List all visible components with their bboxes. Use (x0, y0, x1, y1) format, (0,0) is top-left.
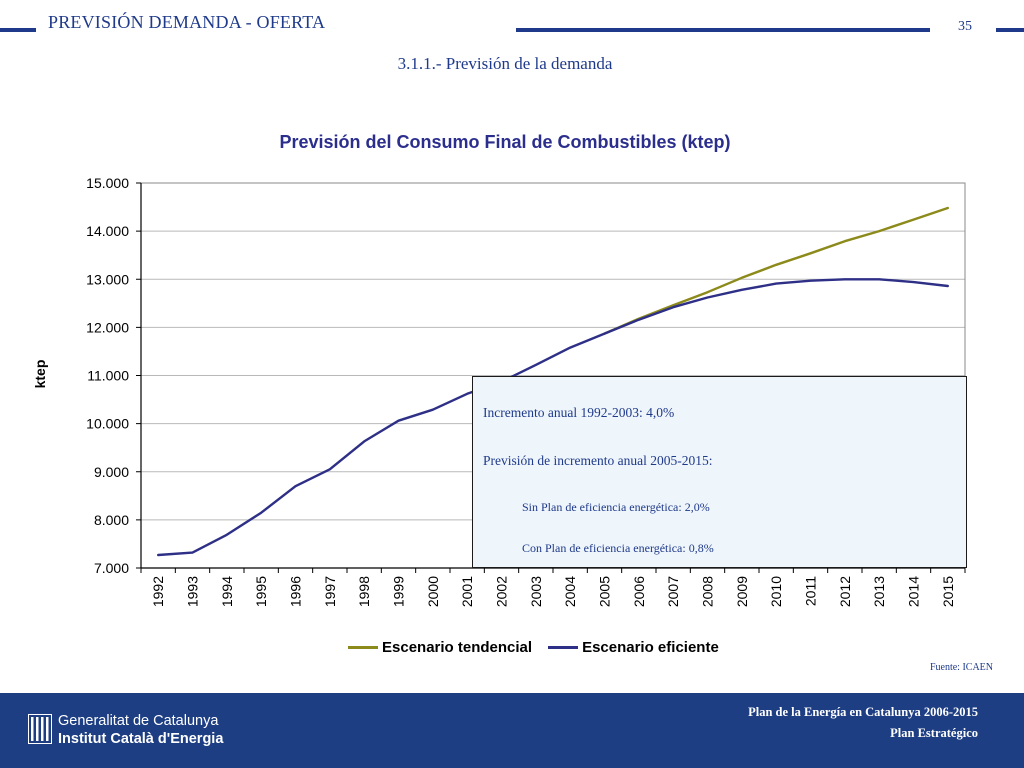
y-tick-label: 15.000 (86, 175, 129, 191)
x-tick-label: 2005 (597, 576, 613, 607)
series-line-tendencial (603, 206, 949, 335)
generalitat-logo-icon (28, 714, 52, 744)
y-tick-label: 10.000 (86, 416, 129, 432)
y-tick-label: 13.000 (86, 271, 129, 287)
axes (136, 182, 966, 573)
x-tick-label: 2011 (803, 576, 819, 606)
note-with-plan: Con Plan de eficiencia energética: 0,8% (522, 541, 714, 555)
legend-swatch-eficiente (548, 646, 579, 649)
y-tick-label: 12.000 (86, 319, 129, 335)
footer-bar: Generalitat de Catalunya Institut Català… (0, 693, 1024, 768)
x-tick-label: 1993 (185, 576, 201, 607)
header-rule-left (0, 28, 36, 32)
x-tick-label: 2008 (700, 576, 716, 607)
x-tick-label: 2010 (768, 576, 784, 607)
legend-label-eficiente: Escenario eficiente (582, 639, 719, 656)
series-line-eficiente (156, 278, 949, 557)
x-tick-label: 1998 (356, 576, 372, 607)
x-tick-label: 1995 (253, 576, 269, 607)
x-tick-label: 2004 (562, 576, 578, 607)
line-chart: 7.000 8.000 9.000 10.000 11.000 12.000 13.000 1… (86, 175, 966, 607)
note-forecast-heading: Previsión de incremento anual 2005-2015: (483, 453, 713, 468)
page-number: 35 (958, 19, 972, 34)
y-tick-label: 9.000 (94, 464, 129, 480)
legend-item-eficiente: Escenario eficiente (548, 639, 719, 656)
x-tick-label: 1996 (288, 576, 304, 607)
header-rule-right (996, 28, 1024, 32)
chart-title: Previsión del Consumo Final de Combustib… (279, 132, 731, 152)
x-tick-label: 2003 (528, 576, 544, 607)
tick-labels: 7.000 8.000 9.000 10.000 11.000 12.000 13.000 1… (86, 175, 956, 607)
x-tick-label: 2015 (940, 576, 956, 607)
x-tick-label: 2014 (906, 576, 922, 607)
section-title: PREVISIÓN DEMANDA - OFERTA (48, 12, 326, 32)
header-rule-center (516, 28, 930, 32)
series-lines (156, 206, 949, 557)
x-tick-label: 1997 (322, 576, 338, 607)
growth-notes-box: Incremento anual 1992-2003: 4,0% Previsi… (472, 376, 967, 568)
x-tick-label: 2002 (494, 576, 510, 607)
footer-plan-subtitle: Plan Estratégico (890, 726, 978, 740)
note-without-plan: Sin Plan de eficiencia energética: 2,0% (522, 500, 710, 514)
legend-swatch-tendencial (348, 646, 378, 649)
x-tick-label: 2006 (631, 576, 647, 607)
y-tick-label: 14.000 (86, 223, 129, 239)
chart-legend: Escenario tendencial Escenario eficiente (348, 639, 735, 656)
x-tick-label: 2007 (665, 576, 681, 607)
x-tick-label: 2001 (459, 576, 475, 607)
x-tick-label: 1992 (150, 576, 166, 607)
x-tick-label: 2009 (734, 576, 750, 607)
y-tick-label: 8.000 (94, 512, 129, 528)
footer-institute-name: Institut Català d'Energia (58, 731, 224, 747)
note-historical-growth: Incremento anual 1992-2003: 4,0% (483, 405, 675, 420)
source-note: Fuente: ICAEN (929, 662, 993, 673)
legend-label-tendencial: Escenario tendencial (382, 639, 533, 656)
y-tick-label: 11.000 (87, 368, 129, 384)
x-tick-label: 1994 (219, 576, 235, 607)
x-tick-label: 2013 (871, 576, 887, 607)
y-tick-label: 7.000 (94, 560, 129, 576)
footer-org-name: Generalitat de Catalunya (58, 713, 219, 729)
footer-plan-title: Plan de la Energía en Catalunya 2006-201… (748, 705, 978, 719)
x-tick-label: 1999 (391, 576, 407, 607)
legend-item-tendencial: Escenario tendencial (348, 639, 532, 656)
page-subtitle: 3.1.1.- Previsión de la demanda (397, 54, 613, 73)
x-tick-label: 2012 (837, 576, 853, 607)
x-tick-label: 2000 (425, 576, 441, 607)
